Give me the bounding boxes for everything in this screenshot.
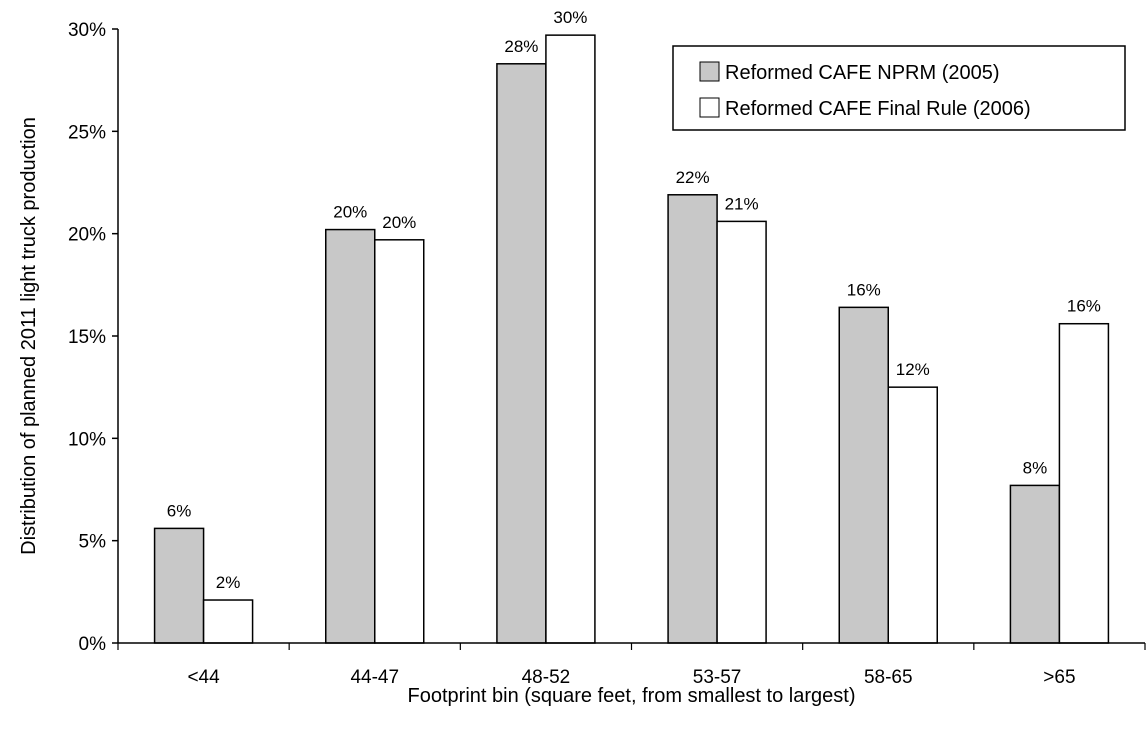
legend-label-nprm: Reformed CAFE NPRM (2005)	[725, 62, 1000, 84]
y-tick-label: 10%	[68, 429, 106, 450]
y-tick-label: 25%	[68, 122, 106, 143]
bar-nprm	[325, 228, 376, 644]
bar-final-rule	[202, 599, 254, 644]
x-axis-title: Footprint bin (square feet, from smalles…	[408, 685, 856, 707]
x-category-label: 53-57	[693, 667, 742, 688]
x-category-label: >65	[1043, 667, 1075, 688]
legend-box	[672, 45, 1126, 131]
y-tick-label: 0%	[79, 634, 107, 655]
y-tick-label: 20%	[68, 225, 106, 246]
data-label-nprm: 22%	[676, 168, 710, 187]
legend-swatch-nprm	[699, 61, 720, 82]
data-label-final-rule: 16%	[1067, 297, 1101, 316]
bar-final-rule	[887, 386, 938, 644]
x-category-label: 48-52	[522, 667, 571, 688]
bar-final-rule	[374, 239, 425, 644]
data-label-final-rule: 2%	[216, 573, 241, 592]
data-labels-group: 6% 2% 20% 20% 28% 30% 22% 21% 16% 12% 8% 16%	[167, 8, 1101, 592]
data-label-nprm: 20%	[333, 203, 367, 222]
bar-nprm	[838, 306, 889, 644]
y-tick-label: 30%	[68, 20, 106, 41]
data-label-final-rule: 21%	[725, 194, 759, 213]
x-category-label: 44-47	[350, 667, 399, 688]
y-tick-label: 5%	[79, 532, 107, 553]
data-label-final-rule: 12%	[896, 360, 930, 379]
y-tick-label: 15%	[68, 327, 106, 348]
bar-nprm	[496, 63, 547, 644]
y-axis-title: Distribution of planned 2011 light truck…	[18, 117, 40, 555]
bar-final-rule	[716, 220, 767, 644]
x-ticks-group: <44 44-47 48-52 53-57 58-65 >65	[117, 643, 1146, 688]
x-category-label: 58-65	[864, 667, 913, 688]
data-label-nprm: 16%	[847, 280, 881, 299]
bar-nprm	[1009, 484, 1061, 644]
data-label-nprm: 28%	[504, 37, 538, 56]
data-label-nprm: 6%	[167, 501, 192, 520]
legend: Reformed CAFE NPRM (2005) Reformed CAFE …	[672, 45, 1126, 131]
bar-nprm	[667, 194, 718, 644]
bars-group	[153, 34, 1110, 644]
y-ticks-group: 0% 5% 10% 15% 20% 25% 30%	[68, 20, 118, 655]
bar-nprm	[153, 527, 205, 644]
legend-swatch-final-rule	[699, 97, 720, 118]
data-label-final-rule: 30%	[553, 8, 587, 27]
data-label-final-rule: 20%	[382, 213, 416, 232]
data-label-nprm: 8%	[1023, 458, 1048, 477]
x-category-label: <44	[187, 667, 220, 688]
bar-final-rule	[545, 34, 596, 644]
bar-final-rule	[1058, 322, 1110, 644]
legend-label-final-rule: Reformed CAFE Final Rule (2006)	[725, 98, 1031, 120]
